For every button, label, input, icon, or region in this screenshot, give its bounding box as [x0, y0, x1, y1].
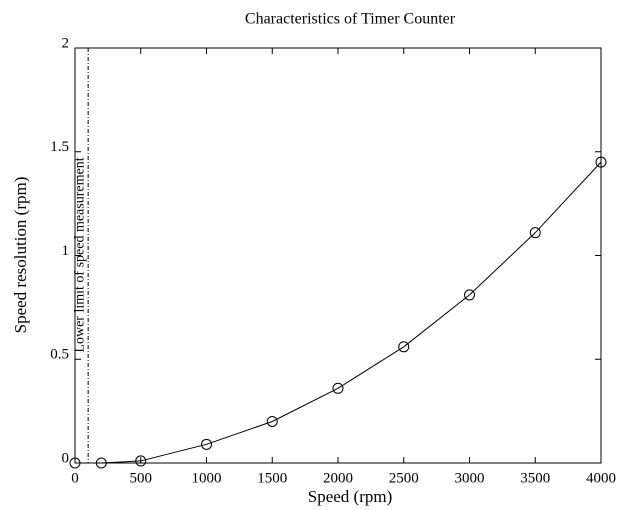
chart-title: Characteristics of Timer Counter	[245, 11, 456, 28]
marker	[95, 457, 107, 469]
x-tick-label: 2500	[389, 470, 419, 486]
x-tick-label: 3000	[455, 470, 485, 486]
marker	[135, 455, 147, 467]
plot-frame	[74, 47, 602, 464]
x-tick-label: 2000	[323, 470, 353, 486]
x-tick-label: 0	[71, 470, 79, 486]
marker	[398, 341, 410, 353]
x-tick-label: 500	[130, 470, 153, 486]
x-tick-label: 1000	[192, 470, 222, 486]
y-tick-label: 1.5	[50, 139, 69, 155]
marker	[595, 156, 607, 168]
x-tick-label: 1500	[257, 470, 287, 486]
series-line	[75, 161, 602, 464]
x-axis-label: Speed (rpm)	[308, 487, 393, 506]
x-tick-label: 3500	[520, 470, 550, 486]
y-axis-label: Speed resolution (rpm)	[11, 177, 30, 334]
marker	[201, 438, 212, 450]
y-tick-label: 2	[62, 35, 70, 51]
marker	[332, 382, 344, 394]
y-tick-label: 0	[62, 450, 70, 466]
x-tick-label: 4000	[586, 470, 616, 486]
marker	[69, 457, 81, 469]
marker	[529, 227, 541, 239]
y-tick-label: 0.5	[50, 347, 69, 363]
marker	[464, 289, 475, 301]
annotation: Lower limit of speed measurement	[72, 157, 87, 352]
marker	[266, 416, 278, 427]
y-tick-label: 1	[62, 243, 70, 259]
